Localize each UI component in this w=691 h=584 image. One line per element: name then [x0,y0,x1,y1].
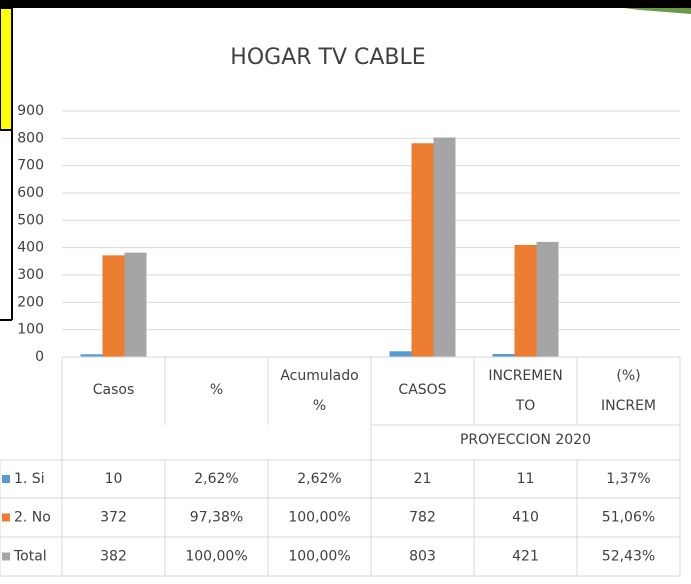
legend-key [2,475,10,483]
table-value: 1,37% [606,471,650,487]
table-value: 410 [512,510,539,526]
y-tick-label: 300 [17,267,44,283]
table-value: 51,06% [602,510,655,526]
bar [125,253,147,357]
table-value: 97,38% [190,510,243,526]
x-tick-label: Casos [93,382,135,398]
bar [412,143,434,357]
y-tick-label: 900 [17,103,44,119]
table-value: 10 [105,471,123,487]
table-value: 100,00% [288,549,350,565]
table-value: 21 [414,471,432,487]
category-group-label: PROYECCION 2020 [460,432,591,448]
x-tick-label: % [210,382,223,398]
table-value: 372 [100,510,127,526]
table-value: 11 [517,471,535,487]
legend-key [2,553,10,561]
y-tick-label: 500 [17,212,44,228]
table-value: 52,43% [602,549,655,565]
y-tick-label: 0 [35,349,44,365]
table-value: 2,62% [194,471,238,487]
chart: HOGAR TV CABLE 0 100 200 300 400 500 600 700 800… [0,0,691,584]
table-value: 803 [409,549,436,565]
table-value: 382 [100,549,127,565]
legend-label: Total [13,549,47,565]
decoration [0,8,12,130]
bar [390,351,412,357]
bar [537,242,559,357]
y-tick-label: 700 [17,158,44,174]
y-tick-label: 400 [17,240,44,256]
bar [515,245,537,357]
bar [434,138,456,357]
table-value: 100,00% [185,549,247,565]
y-tick-label: 100 [17,322,44,338]
table-value: 782 [409,510,436,526]
y-tick-label: 600 [17,185,44,201]
decoration [0,0,691,8]
x-tick-label: CASOS [398,382,446,398]
table-value: 100,00% [288,510,350,526]
legend-key [2,514,10,522]
table-value: 421 [512,549,539,565]
y-tick-label: 800 [17,130,44,146]
bar [103,255,125,357]
legend-label: 1. Si [14,471,45,487]
legend-label: 2. No [14,510,51,526]
table-value: 2,62% [297,471,341,487]
y-tick-label: 200 [17,294,44,310]
chart-title: HOGAR TV CABLE [230,45,425,70]
